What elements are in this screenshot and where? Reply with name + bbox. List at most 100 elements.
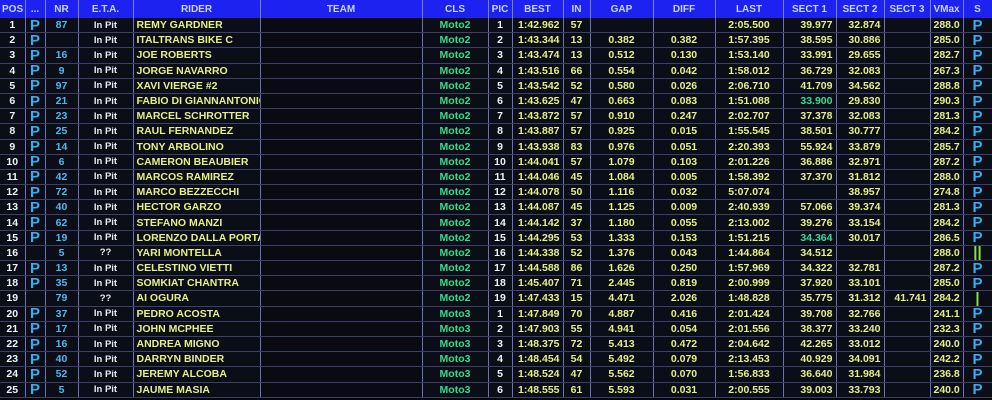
cell-pos: 9 xyxy=(0,139,26,155)
column-header-cls[interactable]: CLS xyxy=(422,0,489,18)
cell-s3 xyxy=(884,321,931,337)
cell-nr: 16 xyxy=(45,47,79,64)
cell-rider: MARCO BEZZECCHI xyxy=(133,184,261,201)
cell-pos: 25 xyxy=(0,382,26,398)
table-row[interactable]: 3 P 16 In Pit JOE ROBERTS Moto2 3 1:43.474 13 0.5… xyxy=(0,47,992,64)
cell-best: 1:47.849 xyxy=(512,306,564,322)
column-header-rider[interactable]: RIDER xyxy=(133,0,261,18)
cell-gap: 0.382 xyxy=(590,32,654,49)
pit-flag-icon: P xyxy=(25,306,46,322)
status-icon: P xyxy=(963,199,992,216)
cell-best: 1:43.474 xyxy=(512,47,564,64)
cell-diff: 0.819 xyxy=(653,275,716,292)
cell-vmax: 288.0 xyxy=(930,245,964,262)
table-row[interactable]: 11 P 42 In Pit MARCOS RAMIREZ Moto2 11 1:44.046… xyxy=(0,169,992,186)
table-row[interactable]: 18 P 35 In Pit SOMKIAT CHANTRA Moto2 18 1:45.40… xyxy=(0,275,992,292)
cell-team xyxy=(260,245,423,262)
table-row[interactable]: 9 P 14 In Pit TONY ARBOLINO Moto2 9 1:43.938 83 0… xyxy=(0,139,992,155)
table-row[interactable]: 13 P 40 In Pit HECTOR GARZO Moto2 13 1:44.087 45… xyxy=(0,199,992,216)
column-header-sect2[interactable]: SECT 2 xyxy=(836,0,885,18)
column-header-vmax[interactable]: VMax xyxy=(930,0,964,18)
cell-rider: PEDRO ACOSTA xyxy=(133,306,261,322)
table-row[interactable]: 5 P 97 In Pit XAVI VIERGE #2 Moto2 5 1:43.542 52… xyxy=(0,78,992,94)
cell-best: 1:44.142 xyxy=(512,214,564,231)
table-row[interactable]: 21 P 17 In Pit JOHN MCPHEE Moto3 2 1:47.903 55 4.… xyxy=(0,321,992,337)
cell-gap: 0.976 xyxy=(590,139,654,155)
column-header-nr[interactable]: NR xyxy=(45,0,79,18)
table-row[interactable]: 17 P 13 In Pit CELESTINO VIETTI Moto2 17 1:44.5… xyxy=(0,260,992,277)
cell-s1: 34.364 xyxy=(783,230,837,246)
table-row[interactable]: 19 79?? AI OGURA Moto2 19 1:47.433 15 4.471 2.02… xyxy=(0,290,992,307)
cell-gap: 1.084 xyxy=(590,169,654,186)
table-row[interactable]: 25 P 5 In Pit JAUME MASIA Moto3 6 1:48.555 61 5.5… xyxy=(0,382,992,398)
column-header-in[interactable]: IN xyxy=(563,0,591,18)
table-row[interactable]: 8 P 25 In Pit RAUL FERNANDEZ Moto2 8 1:43.887 57… xyxy=(0,123,992,140)
cell-gap xyxy=(590,18,654,34)
cell-pos: 17 xyxy=(0,260,26,277)
cell-s1: 55.924 xyxy=(783,139,837,155)
column-header-eta[interactable]: E.T.A. xyxy=(78,0,134,18)
column-header-diff[interactable]: DIFF xyxy=(653,0,716,18)
table-row[interactable]: 16 5?? YARI MONTELLA Moto2 16 1:44.338 52 1.376… xyxy=(0,245,992,262)
cell-pos: 19 xyxy=(0,290,26,307)
cell-best: 1:43.516 xyxy=(512,63,564,79)
column-header-last[interactable]: LAST xyxy=(715,0,784,18)
column-header-sect3[interactable]: SECT 3 xyxy=(884,0,931,18)
cell-pos: 1 xyxy=(0,18,26,34)
cell-rider: JOHN MCPHEE xyxy=(133,321,261,337)
cell-best: 1:44.295 xyxy=(512,230,564,246)
cell-s2: 34.091 xyxy=(836,351,885,368)
cell-cls: Moto2 xyxy=(422,199,489,216)
cell-team xyxy=(260,78,423,94)
cell-last: 2:40.939 xyxy=(715,199,784,216)
table-row[interactable]: 24 P 52 In Pit JEREMY ALCOBA Moto3 5 1:48.524 47… xyxy=(0,366,992,383)
cell-pos: 12 xyxy=(0,184,26,201)
cell-gap: 5.593 xyxy=(590,382,654,398)
cell-in: 37 xyxy=(563,214,591,231)
cell-s3 xyxy=(884,184,931,201)
cell-s3 xyxy=(884,245,931,262)
cell-s1: 39.003 xyxy=(783,382,837,398)
cell-pos: 23 xyxy=(0,351,26,368)
cell-in: 61 xyxy=(563,382,591,398)
column-header-gap[interactable]: GAP xyxy=(590,0,654,18)
table-row[interactable]: 20 P 37 In Pit PEDRO ACOSTA Moto3 1 1:47.849 70 4… xyxy=(0,306,992,322)
cell-team xyxy=(260,230,423,246)
cell-s1: 34.322 xyxy=(783,260,837,277)
pit-flag-icon: P xyxy=(25,123,46,140)
column-header-status[interactable]: S xyxy=(963,0,992,18)
column-header-pos[interactable]: POS xyxy=(0,0,26,18)
status-icon: P xyxy=(963,78,992,94)
column-header-sect1[interactable]: SECT 1 xyxy=(783,0,837,18)
cell-s1: 36.729 xyxy=(783,63,837,79)
table-row[interactable]: 2 P In Pit ITALTRANS BIKE C Moto2 2 1:43.344 13… xyxy=(0,32,992,49)
cell-best: 1:48.524 xyxy=(512,366,564,383)
cell-s2: 39.374 xyxy=(836,199,885,216)
cell-nr: 6 xyxy=(45,154,79,170)
column-header-team[interactable]: TEAM xyxy=(260,0,423,18)
cell-eta: ?? xyxy=(78,245,134,262)
column-header-pic[interactable]: PIC xyxy=(488,0,513,18)
table-row[interactable]: 4 P 9 In Pit JORGE NAVARRO Moto2 4 1:43.516 66 0.… xyxy=(0,63,992,79)
cell-last: 2:13.002 xyxy=(715,214,784,231)
cell-last: 1:58.392 xyxy=(715,169,784,186)
cell-eta: In Pit xyxy=(78,47,134,64)
cell-gap: 4.887 xyxy=(590,306,654,322)
column-header-best[interactable]: BEST xyxy=(512,0,564,18)
table-row[interactable]: 7 P 23 In Pit MARCEL SCHROTTER Moto2 7 1:43.872… xyxy=(0,108,992,125)
table-row[interactable]: 1 P 87 In Pit REMY GARDNER Moto2 1 1:42.962 57 2:… xyxy=(0,18,992,34)
cell-team xyxy=(260,63,423,79)
table-row[interactable]: 6 P 21 In Pit FABIO DI GIANNANTONIO Moto2 6 1:4… xyxy=(0,93,992,110)
cell-pic: 6 xyxy=(488,382,513,398)
table-row[interactable]: 22 P 16 In Pit ANDREA MIGNO Moto3 3 1:48.375 72 5… xyxy=(0,336,992,353)
table-row[interactable]: 10 P 6 In Pit CAMERON BEAUBIER Moto2 10 1:44.04… xyxy=(0,154,992,170)
column-header-flag[interactable]: ... xyxy=(25,0,46,18)
table-row[interactable]: 23 P 40 In Pit DARRYN BINDER Moto3 4 1:48.454 54… xyxy=(0,351,992,368)
table-row[interactable]: 12 P 72 In Pit MARCO BEZZECCHI Moto2 12 1:44.07… xyxy=(0,184,992,201)
pit-flag-icon: P xyxy=(25,184,46,201)
table-row[interactable]: 14 P 62 In Pit STEFANO MANZI Moto2 14 1:44.142 3… xyxy=(0,214,992,231)
table-row[interactable]: 15 P 19 In Pit LORENZO DALLA PORTA Moto2 15 1:4… xyxy=(0,230,992,246)
cell-pos: 16 xyxy=(0,245,26,262)
cell-rider: AI OGURA xyxy=(133,290,261,307)
pit-flag-icon: P xyxy=(25,275,46,292)
